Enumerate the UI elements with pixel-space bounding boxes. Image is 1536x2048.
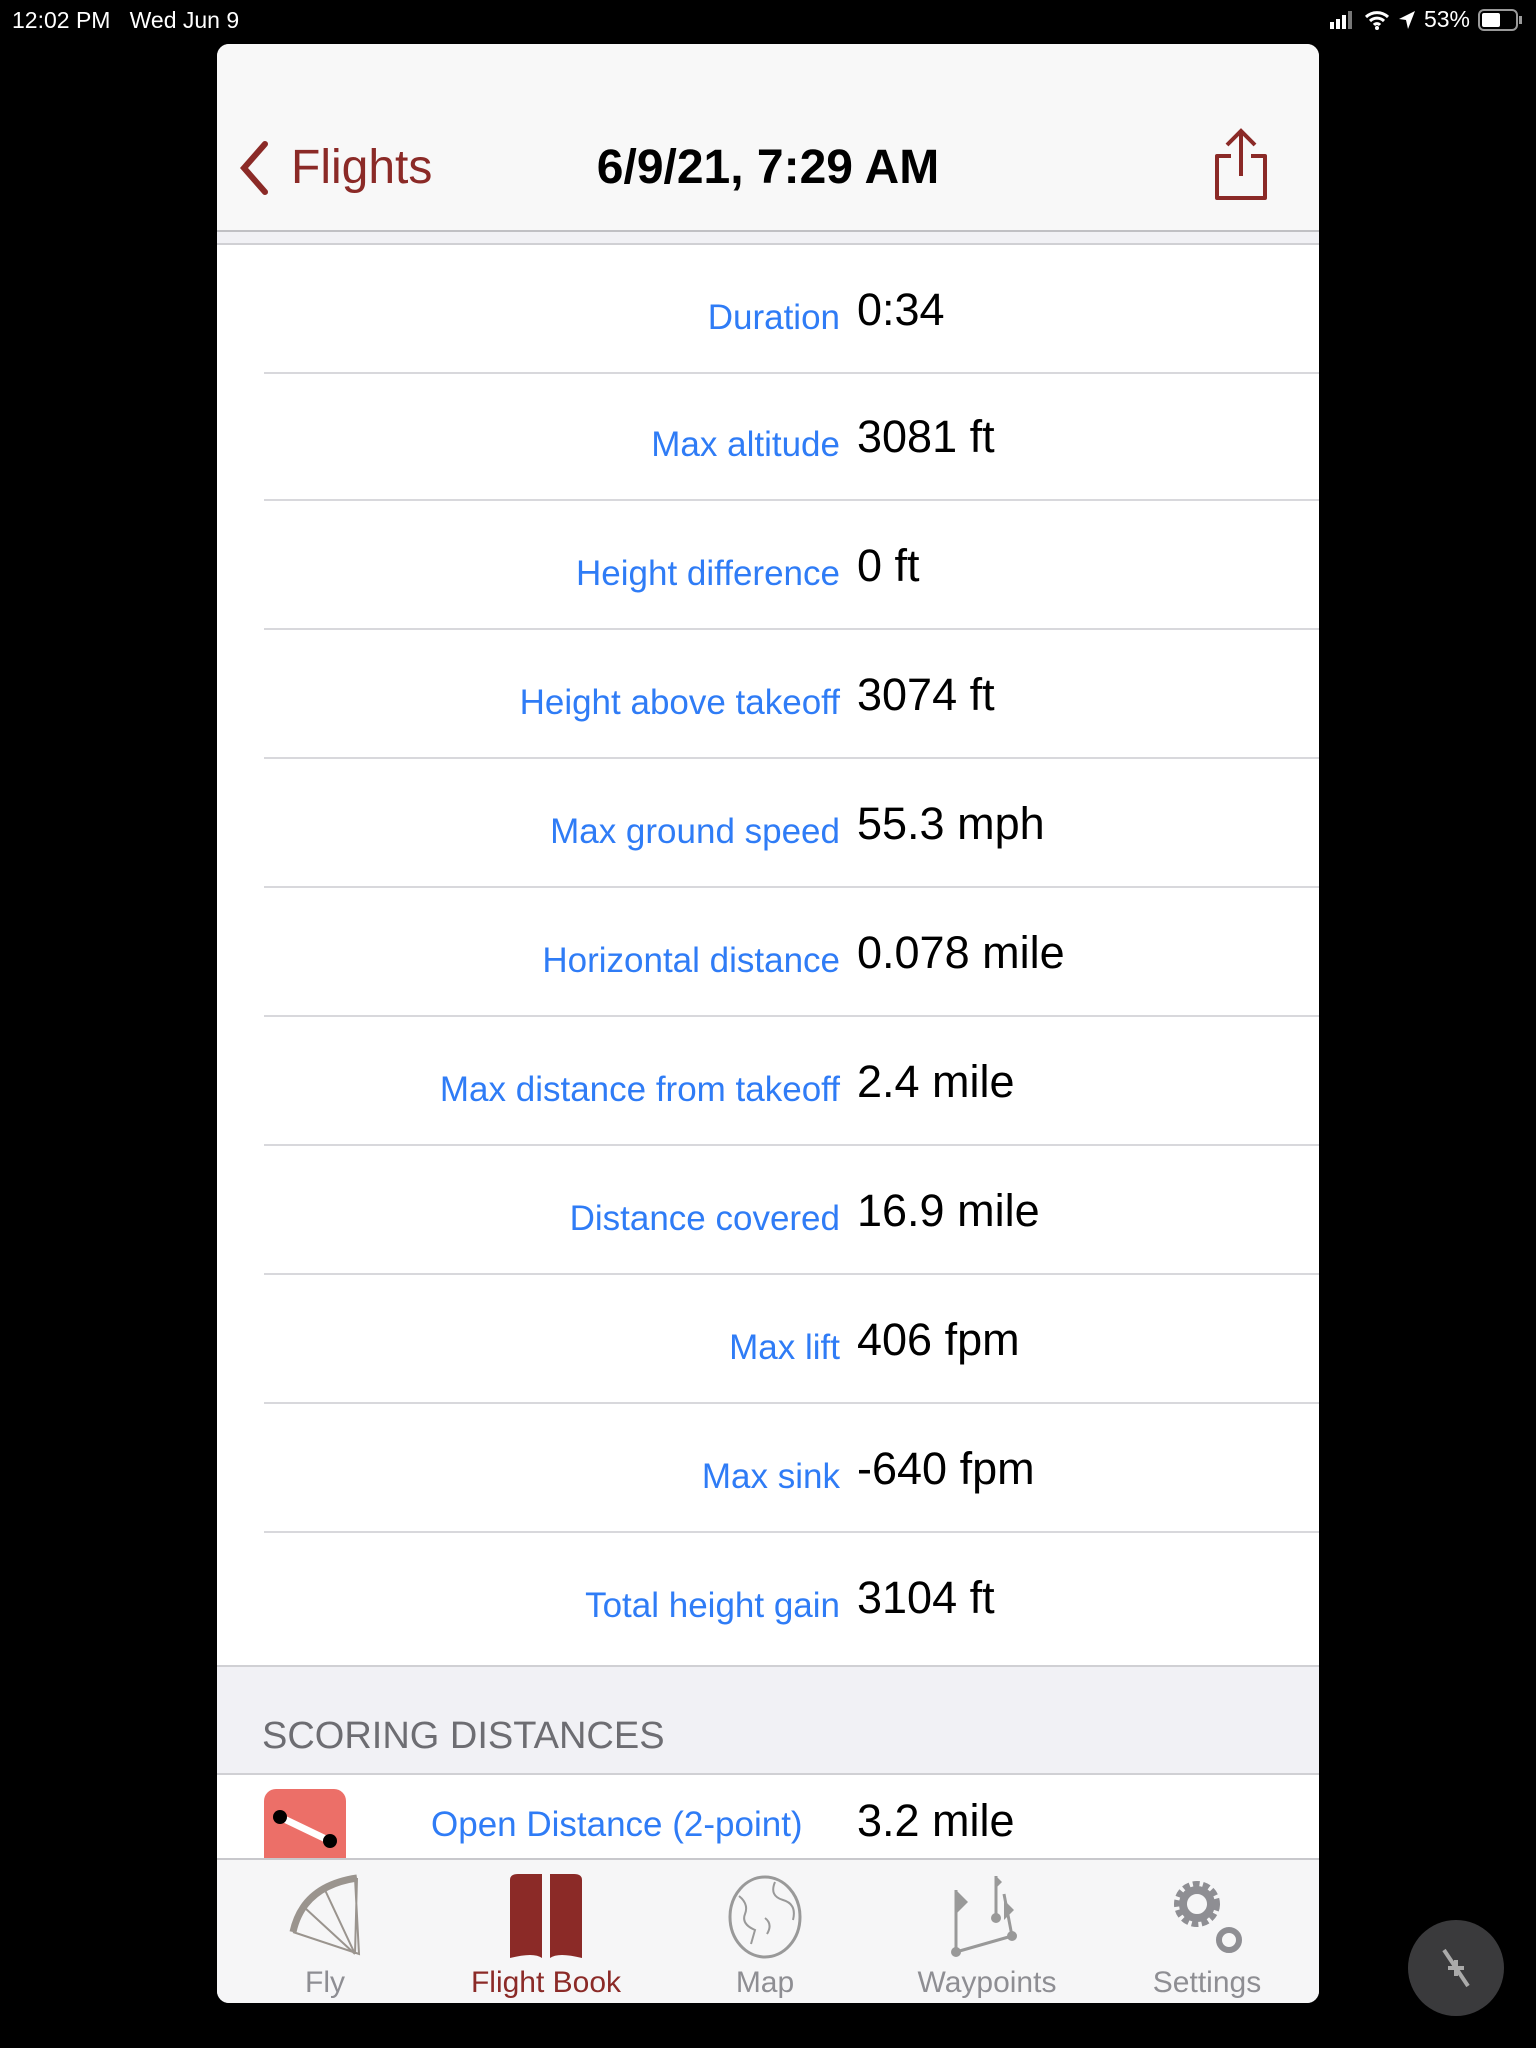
row-divider (264, 1144, 1319, 1146)
row-divider (264, 372, 1319, 374)
waypoints-icon (951, 1876, 1017, 1957)
battery-percent: 53% (1423, 6, 1470, 32)
row-divider (264, 886, 1319, 888)
back-button[interactable]: Flights (239, 140, 432, 195)
scoring-row[interactable]: Open Distance (2-point) 3.2 mile (217, 1775, 1319, 1858)
wifi-icon (1364, 10, 1389, 30)
row-divider (264, 628, 1319, 630)
tab-fly[interactable]: Fly (235, 1860, 415, 2003)
tab-settings[interactable]: Settings (1117, 1860, 1297, 2003)
share-icon[interactable] (1211, 128, 1271, 202)
row-divider (264, 757, 1319, 759)
stat-value: 0:34 (857, 283, 945, 335)
tab-label: Waypoints (917, 1966, 1057, 1999)
location-icon (1398, 10, 1415, 29)
row-divider (264, 1273, 1319, 1275)
stat-row: Max lift 406 fpm (217, 1275, 1319, 1404)
book-icon (510, 1874, 582, 1958)
stat-row: Max distance from takeoff 2.4 mile (217, 1017, 1319, 1146)
section-title: SCORING DISTANCES (262, 1715, 665, 1757)
stat-row: Total height gain 3104 ft (217, 1533, 1319, 1662)
stat-row: Horizontal distance 0.078 mile (217, 888, 1319, 1017)
stat-value: -640 fpm (857, 1442, 1035, 1494)
battery-icon (1478, 8, 1522, 31)
stat-row: Max sink -640 fpm (217, 1404, 1319, 1533)
stat-value: 3104 ft (857, 1571, 995, 1623)
stat-label: Duration (707, 297, 840, 337)
stat-label: Max ground speed (550, 811, 840, 851)
stat-label: Horizontal distance (542, 940, 840, 980)
row-divider (264, 1531, 1319, 1533)
status-bar: 12:02 PM Wed Jun 9 53% (0, 0, 1536, 40)
chevron-left-icon (240, 140, 268, 195)
stat-label: Total height gain (585, 1585, 840, 1625)
stat-row: Duration 0:34 (217, 245, 1319, 374)
stat-value: 2.4 mile (857, 1055, 1015, 1107)
scoring-label: Open Distance (2-point) (431, 1805, 803, 1844)
tab-label: Map (735, 1966, 795, 1999)
stat-value: 0 ft (857, 539, 920, 591)
row-divider (264, 1015, 1319, 1017)
row-divider (264, 499, 1319, 501)
stat-label: Max altitude (651, 424, 840, 464)
stat-label: Height above takeoff (519, 682, 840, 722)
scoring-value: 3.2 mile (857, 1795, 1015, 1846)
stat-row: Max ground speed 55.3 mph (217, 759, 1319, 888)
stat-label: Max sink (701, 1456, 840, 1496)
tab-waypoints[interactable]: Waypoints (897, 1860, 1077, 2003)
tab-label: Fly (305, 1966, 345, 1999)
nav-divider (217, 232, 1319, 245)
collapse-icon (1442, 1948, 1470, 1988)
flight-detail-panel: Flights 6/9/21, 7:29 AM Duration 0:34 Max … (217, 44, 1319, 2003)
open-distance-icon (264, 1789, 346, 1858)
stat-label: Max lift (729, 1327, 840, 1367)
page-title: 6/9/21, 7:29 AM (596, 141, 940, 194)
globe-icon (728, 1875, 802, 1959)
stat-value: 3074 ft (857, 668, 995, 720)
tab-label: Flight Book (470, 1966, 622, 1999)
tab-map[interactable]: Map (675, 1860, 855, 2003)
tab-bar: Fly Flight Book Map Waypoints Settings (217, 1858, 1319, 2003)
stat-value: 3081 ft (857, 410, 995, 462)
paraglider-icon (289, 1874, 361, 1956)
stat-row: Height difference 0 ft (217, 501, 1319, 630)
status-time: 12:02 PM Wed Jun 9 (12, 7, 240, 33)
stat-label: Distance covered (569, 1198, 840, 1238)
section-header: SCORING DISTANCES (217, 1665, 1319, 1775)
stat-value: 55.3 mph (857, 797, 1045, 849)
stat-row: Max altitude 3081 ft (217, 372, 1319, 501)
stat-label: Height difference (576, 553, 840, 593)
tab-flight-book[interactable]: Flight Book (456, 1860, 636, 2003)
stat-row: Distance covered 16.9 mile (217, 1146, 1319, 1275)
back-label: Flights (291, 141, 433, 194)
tab-label: Settings (1152, 1966, 1262, 1999)
stat-row: Height above takeoff 3074 ft (217, 630, 1319, 759)
stat-value: 16.9 mile (857, 1184, 1040, 1236)
row-divider (264, 1402, 1319, 1404)
exit-fullscreen-button[interactable] (1408, 1920, 1504, 2016)
stat-value: 0.078 mile (857, 926, 1065, 978)
stat-value: 406 fpm (857, 1313, 1020, 1365)
signal-icon (1329, 10, 1352, 29)
stat-label: Max distance from takeoff (439, 1069, 840, 1109)
gear-icon (1174, 1881, 1242, 1953)
navigation-bar: Flights 6/9/21, 7:29 AM (217, 44, 1319, 232)
